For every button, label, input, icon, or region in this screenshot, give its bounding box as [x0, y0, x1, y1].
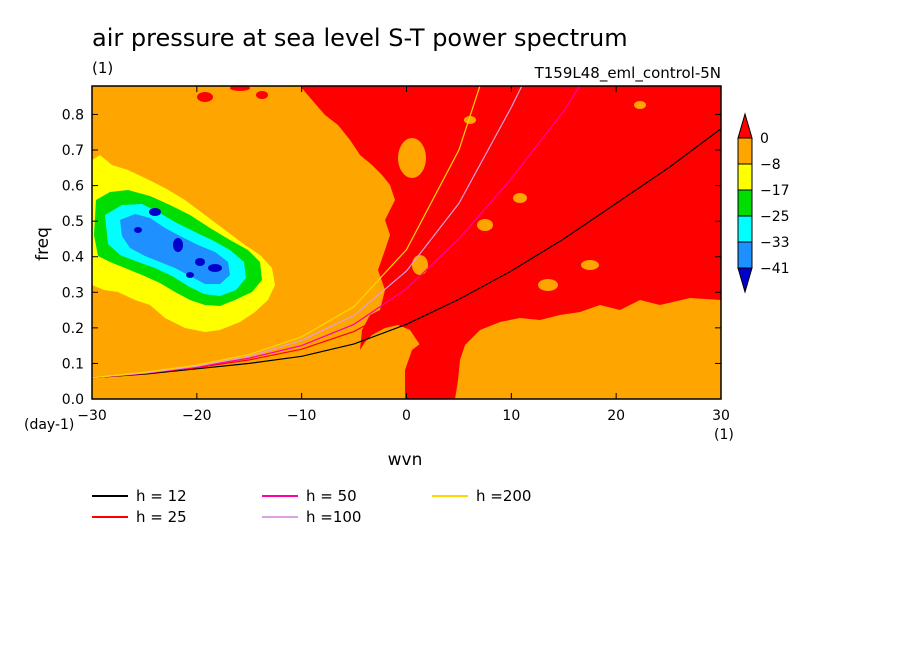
y-tick-label: 0.8 — [62, 107, 84, 123]
field-darkblue-spot — [149, 208, 161, 216]
x-tick-label: 0 — [402, 408, 411, 424]
field-orange-spot — [477, 219, 493, 231]
x-tick-label: 10 — [502, 408, 520, 424]
field-orange-spot — [581, 260, 599, 270]
field-orange-spot — [634, 101, 646, 109]
x-tick-label: −20 — [182, 408, 212, 424]
series-line — [92, 86, 523, 379]
field-darkblue-spot — [186, 272, 194, 278]
y-axis-unit: (day-1) — [24, 417, 74, 433]
y-tick-label: 0.4 — [62, 250, 84, 266]
x-axis-unit: (1) — [714, 427, 734, 443]
colorbar-label: −33 — [760, 235, 790, 251]
x-tick-label: 30 — [712, 408, 730, 424]
colorbar-segment — [737, 137, 753, 165]
field-orange-spot — [538, 279, 558, 291]
field-red-speck — [230, 86, 250, 91]
y-tick-label: 0.2 — [62, 321, 84, 337]
colorbar-segment — [737, 112, 753, 139]
axes: −30 −20 −10 0 10 20 30 0.0 0.1 0.2 0.3 0.4 0.5 0.6 0.7… — [62, 86, 730, 424]
colorbar-segment — [737, 163, 753, 191]
y-tick-label: 0.7 — [62, 143, 84, 159]
field-darkblue-spot — [208, 264, 222, 272]
dispersion-curves — [92, 86, 721, 379]
colorbar-label: −25 — [760, 209, 790, 225]
y-tick-label: 0.5 — [62, 214, 84, 230]
y-axis-label: freq — [33, 227, 53, 261]
field-red-speck — [197, 92, 213, 102]
colorbar: 0 −8 −17 −25 −33 −41 — [737, 112, 790, 294]
colorbar-segment — [737, 241, 753, 269]
colorbar-label: −8 — [760, 157, 781, 173]
y-tick-label: 0.3 — [62, 285, 84, 301]
legend: h = 12 h = 25 h = 50 h =100 h =200 — [92, 487, 531, 526]
field-orange-spot — [412, 255, 428, 275]
colorbar-label: −41 — [760, 261, 790, 277]
colorbar-label: −17 — [760, 183, 790, 199]
field-darkblue-spot — [134, 227, 142, 233]
y-tick-label: 0.6 — [62, 179, 84, 195]
x-tick-label: −30 — [77, 408, 107, 424]
field-darkblue-spot — [195, 258, 205, 266]
series-line — [92, 86, 481, 379]
y-tick-label: 0.1 — [62, 356, 84, 372]
colorbar-segment — [737, 215, 753, 243]
x-tick-label: 20 — [607, 408, 625, 424]
colorbar-segment — [737, 267, 753, 294]
field-orange-spot — [398, 138, 426, 178]
chart-subtitle-right: T159L48_eml_control-5N — [534, 64, 721, 83]
legend-label: h =200 — [476, 487, 531, 505]
chart-title: air pressure at sea level S-T power spec… — [92, 24, 628, 52]
series-line — [92, 128, 721, 379]
field-orange-spot — [464, 116, 476, 124]
legend-label: h = 12 — [136, 487, 187, 505]
chart-subtitle-left: (1) — [92, 59, 113, 77]
spectrum-field — [92, 86, 721, 399]
field-orange-spot — [513, 193, 527, 203]
colorbar-segment — [737, 189, 753, 217]
y-tick-label: 0.0 — [62, 392, 84, 408]
legend-label: h = 50 — [306, 487, 357, 505]
field-orange-spot — [336, 185, 380, 205]
legend-label: h = 25 — [136, 508, 187, 526]
field-red-lobe — [405, 340, 448, 399]
x-tick-label: −10 — [287, 408, 317, 424]
colorbar-label: 0 — [760, 131, 769, 147]
field-red-speck — [256, 91, 268, 99]
legend-label: h =100 — [306, 508, 361, 526]
x-axis-label: wvn — [388, 450, 423, 470]
field-darkblue-spot — [173, 238, 183, 252]
